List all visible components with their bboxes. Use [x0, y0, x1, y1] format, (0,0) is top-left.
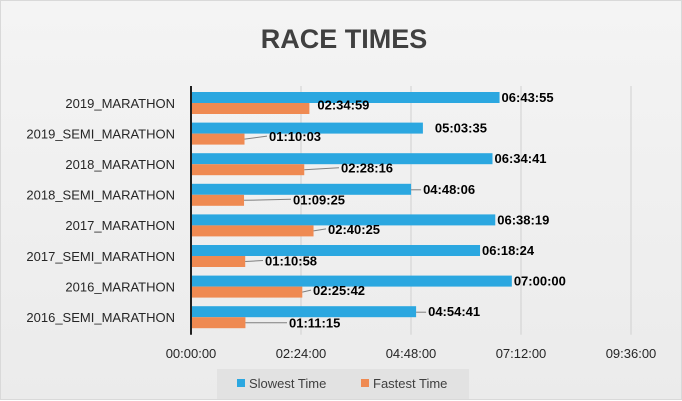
bar-fastest-time[interactable]	[192, 225, 314, 237]
category-label: 2019_SEMI_MARATHON	[26, 126, 175, 141]
leader-line	[313, 228, 327, 232]
bar-slowest-time[interactable]	[192, 183, 412, 195]
category-label: 2018_SEMI_MARATHON	[26, 188, 175, 203]
category-labels: 2019_MARATHON 2019_SEMI_MARATHON 2018_MARA…	[26, 96, 175, 325]
bar-slowest-time[interactable]	[192, 214, 496, 226]
bar-slowest-time[interactable]	[192, 275, 512, 287]
leader-lines	[244, 135, 427, 324]
leader-line	[302, 289, 312, 293]
x-tick-label: 09:36:00	[606, 346, 657, 361]
data-label-fastest-time: 02:25:42	[313, 283, 365, 298]
legend[interactable]: Slowest Time Fastest Time	[217, 369, 469, 399]
bar-fastest-time[interactable]	[192, 164, 305, 176]
legend-box	[217, 369, 469, 399]
data-label-fastest-time: 01:09:25	[293, 192, 345, 207]
category-label: 2017_MARATHON	[65, 218, 175, 233]
data-label-slowest-time: 06:34:41	[494, 151, 546, 166]
data-label-fastest-time: 01:11:15	[289, 316, 340, 331]
x-tick-labels: 00:00:00 02:24:00 04:48:00 07:12:00 09:36:00	[166, 346, 657, 361]
bar-fastest-time[interactable]	[192, 317, 246, 329]
leader-line	[245, 260, 264, 262]
data-labels: 06:43:55 02:34:59 05:03:35 01:10:03 06:34:41…	[265, 90, 566, 331]
data-label-fastest-time: 02:40:25	[328, 222, 380, 237]
bar-slowest-time[interactable]	[192, 153, 493, 165]
category-label: 2018_MARATHON	[65, 157, 175, 172]
data-label-slowest-time: 05:03:35	[435, 121, 487, 136]
data-label-fastest-time: 01:10:58	[265, 254, 317, 269]
data-label-slowest-time: 07:00:00	[514, 274, 566, 289]
bar-slowest-time[interactable]	[192, 245, 481, 256]
data-label-fastest-time: 02:34:59	[317, 98, 369, 113]
legend-swatch[interactable]	[361, 379, 369, 387]
category-label: 2016_MARATHON	[65, 279, 175, 294]
bar-fastest-time[interactable]	[192, 194, 245, 206]
bars	[192, 92, 512, 329]
category-label: 2016_SEMI_MARATHON	[26, 310, 175, 325]
data-label-slowest-time: 06:43:55	[502, 90, 554, 105]
bar-fastest-time[interactable]	[192, 103, 310, 114]
legend-label[interactable]: Slowest Time	[249, 376, 326, 391]
legend-label[interactable]: Fastest Time	[373, 376, 447, 391]
x-tick-label: 00:00:00	[166, 346, 217, 361]
x-tick-label: 04:48:00	[386, 346, 437, 361]
bar-fastest-time[interactable]	[192, 256, 246, 267]
data-label-slowest-time: 04:48:06	[423, 182, 475, 197]
data-label-slowest-time: 06:38:19	[497, 212, 549, 227]
bar-fastest-time[interactable]	[192, 133, 245, 145]
data-label-fastest-time: 02:28:16	[341, 161, 393, 176]
leader-line	[304, 167, 340, 171]
bar-slowest-time[interactable]	[192, 306, 417, 318]
legend-swatch[interactable]	[237, 379, 245, 387]
data-label-slowest-time: 04:54:41	[428, 304, 480, 319]
bar-fastest-time[interactable]	[192, 286, 303, 298]
bar-slowest-time[interactable]	[192, 122, 423, 134]
x-tick-label: 07:12:00	[496, 346, 547, 361]
bar-slowest-time[interactable]	[192, 92, 500, 103]
leader-line	[244, 135, 268, 140]
leader-line	[244, 198, 292, 201]
data-label-fastest-time: 01:10:03	[269, 129, 321, 144]
chart-title: RACE TIMES	[261, 24, 428, 54]
x-tick-label: 02:24:00	[276, 346, 327, 361]
category-label: 2017_SEMI_MARATHON	[26, 249, 175, 264]
category-label: 2019_MARATHON	[65, 96, 175, 111]
data-label-slowest-time: 06:18:24	[482, 243, 535, 258]
